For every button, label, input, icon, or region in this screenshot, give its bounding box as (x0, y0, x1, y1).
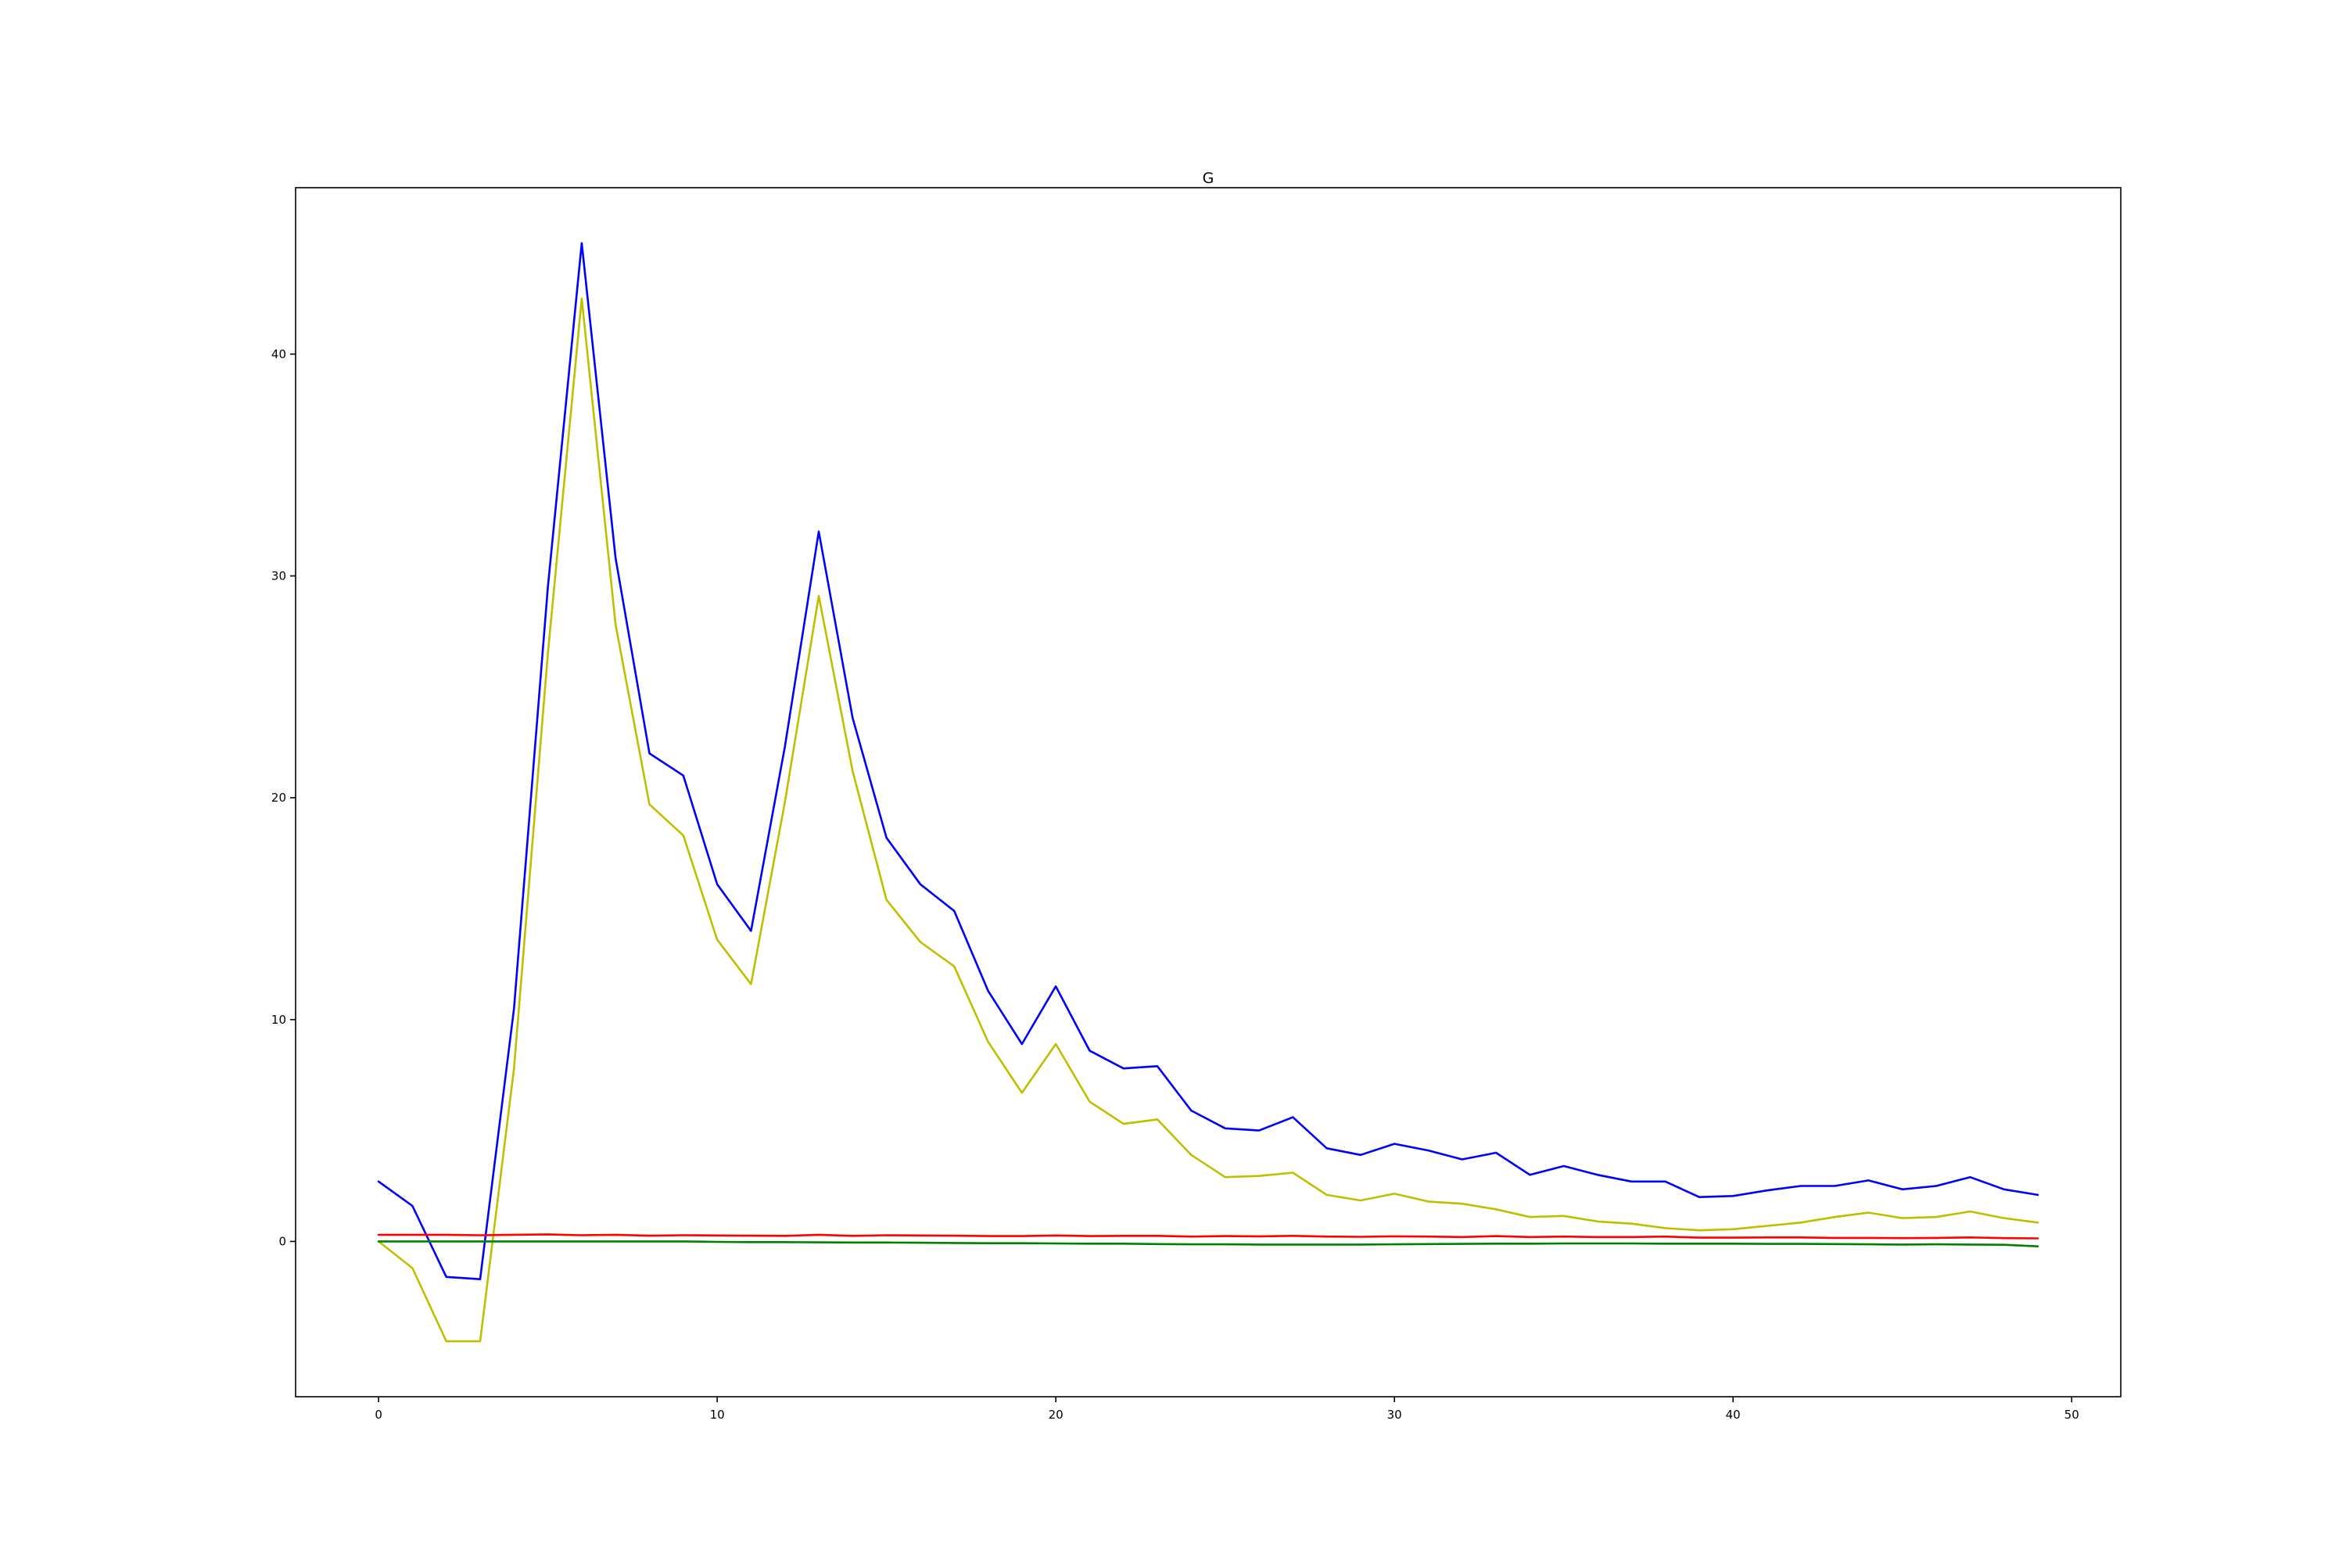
series-line-1 (377, 242, 2039, 1280)
x-tick-label: 0 (375, 1408, 382, 1422)
axes-ticks: 0 10 20 30 40 50 0 10 20 30 40 (271, 347, 2079, 1422)
x-tick-label: 50 (2064, 1408, 2079, 1422)
x-tick-label: 10 (710, 1408, 725, 1422)
chart-title: G (1203, 170, 1214, 187)
x-tick-label: 20 (1049, 1408, 1064, 1422)
y-tick-label: 10 (271, 1013, 286, 1027)
x-tick-label: 40 (1726, 1408, 1741, 1422)
series-line-3 (377, 1233, 2039, 1240)
series-lines (377, 242, 2039, 1343)
series-line-4 (377, 1240, 2039, 1247)
y-tick-label: 0 (278, 1234, 286, 1248)
plot-frame (295, 187, 2122, 1398)
y-tick-label: 30 (271, 569, 286, 583)
series-line-2 (377, 297, 2039, 1343)
y-tick-label: 20 (271, 791, 286, 805)
x-tick-label: 30 (1387, 1408, 1402, 1422)
y-tick-label: 40 (271, 347, 286, 361)
